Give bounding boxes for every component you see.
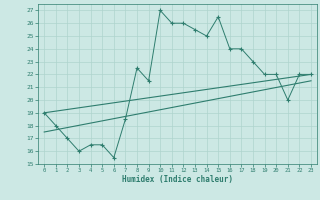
- X-axis label: Humidex (Indice chaleur): Humidex (Indice chaleur): [122, 175, 233, 184]
